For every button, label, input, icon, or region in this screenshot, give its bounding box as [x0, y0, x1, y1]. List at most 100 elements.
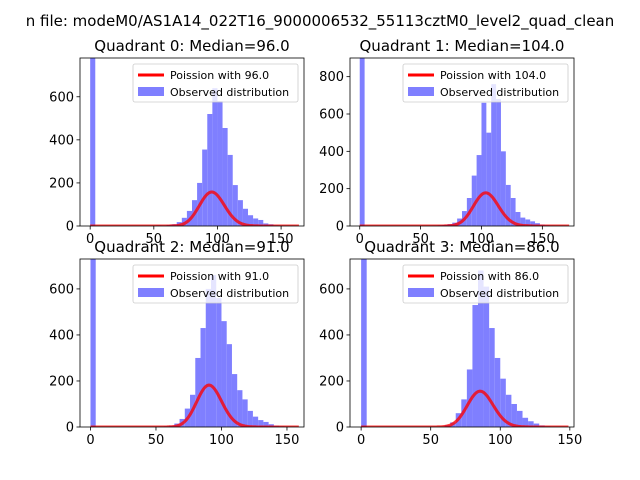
chart-panel-2: 0 50 100 150 0 200 400 600 Quadrant 2: Median=91… [49, 238, 305, 448]
histogram-bar [226, 344, 232, 427]
histogram-bar [222, 128, 228, 226]
x-tick-label: 50 [422, 433, 439, 448]
histogram-bar [491, 84, 497, 226]
y-tick-label: 0 [336, 220, 344, 235]
histogram-bar [212, 88, 218, 226]
x-tick-label: 150 [269, 232, 294, 247]
histogram-bar [263, 421, 269, 427]
x-tick-label: 150 [275, 433, 300, 448]
y-tick-label: 400 [319, 145, 344, 160]
x-tick-label: 100 [209, 433, 234, 448]
legend-box [402, 264, 569, 304]
histogram-bar [530, 221, 536, 226]
histogram-bar [248, 215, 254, 226]
histogram-bar [253, 218, 259, 226]
panel-title: Quadrant 2: Median=91.0 [94, 238, 289, 256]
histogram-bar [247, 410, 253, 427]
x-tick-label: 100 [205, 232, 230, 247]
legend: Poission with 86.0 Observed distribution [402, 264, 569, 304]
histogram-bar [471, 175, 477, 226]
y-tick-label: 400 [49, 328, 74, 343]
histogram-bar [242, 208, 248, 226]
x-tick-label: 150 [557, 433, 582, 448]
y-tick-label: 0 [336, 421, 344, 436]
histogram-bar [483, 286, 490, 427]
histogram-bar [90, 58, 96, 226]
histogram-bar [515, 212, 521, 226]
histogram-bar [217, 101, 223, 226]
legend-bar-label: Observed distribution [440, 287, 559, 300]
y-tick-label: 200 [49, 374, 74, 389]
legend-bar-swatch [408, 87, 434, 96]
panel-title: Quadrant 1: Median=104.0 [360, 37, 565, 55]
plot-area [90, 259, 299, 427]
poisson-curve-overlay [359, 191, 570, 226]
histogram-bar [489, 328, 495, 427]
y-tick-label: 200 [319, 374, 344, 389]
histogram-bar [210, 275, 217, 427]
x-tick-label: 50 [148, 433, 165, 448]
histogram-bar [500, 378, 506, 427]
y-tick-label: 600 [319, 282, 344, 297]
histogram-bar [472, 305, 478, 427]
x-tick-label: 150 [530, 232, 555, 247]
histogram-bar [242, 399, 248, 427]
x-tick-label: 0 [356, 232, 364, 247]
histogram-bar [511, 403, 517, 427]
legend-bar-swatch [408, 288, 434, 297]
legend-bar-label: Observed distribution [440, 86, 559, 99]
histogram-bar [510, 198, 516, 226]
histogram-bar [252, 416, 259, 427]
legend-box [132, 264, 299, 304]
histogram-bar [361, 259, 367, 427]
y-tick-label: 600 [319, 108, 344, 123]
legend-box [402, 63, 569, 103]
histogram-bar [232, 185, 238, 226]
histogram-bar [500, 151, 506, 226]
x-tick-label: 0 [86, 433, 94, 448]
y-tick-label: 0 [66, 220, 74, 235]
histogram-bar [205, 288, 211, 427]
histogram-bar [505, 394, 512, 427]
histogram-bar [258, 420, 264, 427]
legend-line-label: Poission with 91.0 [170, 270, 269, 283]
histogram-bar [466, 369, 473, 427]
x-tick-label: 50 [412, 232, 429, 247]
legend: Poission with 104.0 Observed distribution [402, 63, 569, 103]
legend-bar-label: Observed distribution [170, 287, 289, 300]
histogram-bar [195, 357, 201, 427]
chart-panel-0: 0 50 100 150 0 200 400 600 Quadrant 0: Median=96… [49, 37, 305, 247]
legend: Poission with 96.0 Observed distribution [132, 63, 299, 103]
y-tick-label: 400 [49, 133, 74, 148]
histogram-bar [486, 132, 492, 226]
y-tick-label: 200 [319, 182, 344, 197]
y-tick-label: 0 [66, 421, 74, 436]
y-tick-label: 200 [49, 176, 74, 191]
chart-panel-3: 0 50 100 150 0 200 400 600 Quadrant 3: Median=86… [319, 238, 582, 448]
axes-frame [349, 258, 575, 428]
legend-line-label: Poission with 104.0 [440, 69, 546, 82]
x-tick-label: 0 [357, 433, 365, 448]
histogram-bar [533, 423, 540, 427]
x-tick-label: 100 [469, 232, 494, 247]
x-tick-label: 0 [86, 232, 94, 247]
chart-panel-1: 0 50 100 150 0 200 400 600 800 Quadrant 1: Median… [319, 37, 575, 247]
histogram-bar [525, 219, 531, 226]
figure-suptitle: n file: modeM0/AS1A14_022T16_9000006532_… [26, 12, 615, 31]
histogram-bar [90, 259, 96, 427]
histogram-bar [520, 217, 526, 226]
panel-title: Quadrant 0: Median=96.0 [94, 37, 289, 55]
axes-frame [79, 258, 305, 428]
x-tick-label: 100 [488, 433, 513, 448]
histogram-bar [516, 410, 523, 427]
histogram-bar [231, 374, 238, 427]
histogram-bar [494, 357, 501, 427]
axes-frame [349, 57, 575, 227]
legend-box [132, 63, 299, 103]
axes-frame [79, 57, 305, 227]
histogram-bar [221, 321, 227, 427]
histogram-bar [216, 298, 222, 427]
y-tick-label: 600 [49, 90, 74, 105]
legend: Poission with 91.0 Observed distribution [132, 264, 299, 304]
